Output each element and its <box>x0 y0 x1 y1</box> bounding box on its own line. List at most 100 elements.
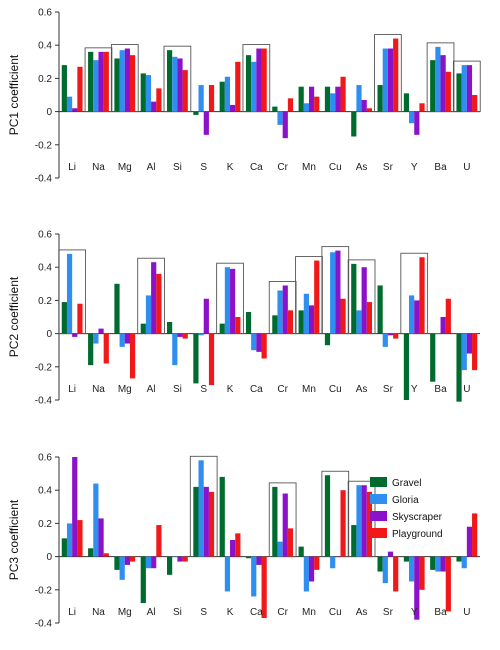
bar-gloria-al <box>145 75 152 112</box>
bar-gloria-mg <box>119 50 125 112</box>
bar-gloria-u <box>461 556 467 569</box>
bar-gloria-y <box>409 111 415 124</box>
bar-gravel-cu <box>324 333 331 346</box>
bar-skyscraper-li <box>72 333 78 337</box>
bar-gloria-sr <box>382 556 388 584</box>
y-tick-label: 0.6 <box>38 453 52 464</box>
legend-label-gravel: Gravel <box>392 478 421 489</box>
bar-gravel-ba <box>430 333 436 382</box>
bar-skyscraper-cr <box>282 285 288 334</box>
bar-playground-mg <box>129 556 136 562</box>
bar-skyscraper-cr <box>282 493 288 557</box>
x-tick-label: S <box>200 607 207 618</box>
x-tick-label: As <box>356 384 368 395</box>
x-tick-label: Li <box>68 607 76 618</box>
bar-gloria-cr <box>277 290 283 334</box>
bar-gravel-cu <box>324 475 331 557</box>
x-tick-label: K <box>227 162 234 173</box>
bar-playground-y <box>419 556 425 590</box>
bar-gloria-ca <box>251 333 257 351</box>
bar-gloria-ca <box>251 61 257 112</box>
bar-playground-s <box>208 85 215 112</box>
bar-playground-cr <box>287 310 294 334</box>
x-tick-label: Na <box>92 162 105 173</box>
bar-playground-na <box>103 553 109 557</box>
x-tick-label: Ba <box>434 384 447 395</box>
y-tick-label: 0 <box>46 329 52 340</box>
bar-playground-sr <box>393 38 399 112</box>
bar-playground-k <box>235 317 241 334</box>
bar-skyscraper-u <box>466 333 473 354</box>
bar-gloria-u <box>461 65 467 112</box>
bar-gloria-s <box>198 333 204 336</box>
bar-gravel-al <box>140 556 146 604</box>
bar-playground-li <box>77 303 83 334</box>
bar-gloria-mn <box>303 556 309 592</box>
bar-skyscraper-cr <box>282 111 288 139</box>
y-tick-label: -0.2 <box>35 140 53 151</box>
bar-playground-sr <box>393 556 399 592</box>
bar-playground-al <box>156 525 162 557</box>
bar-gloria-al <box>145 556 152 569</box>
bar-gloria-si <box>172 333 178 366</box>
bar-gloria-s <box>198 85 204 112</box>
x-tick-label: S <box>200 162 207 173</box>
bar-playground-s <box>208 333 215 386</box>
bar-playground-ca <box>261 556 267 619</box>
x-tick-label: Cr <box>277 162 288 173</box>
bar-gravel-mg <box>114 58 120 112</box>
bar-playground-y <box>419 257 425 334</box>
x-tick-label: Na <box>92 607 105 618</box>
x-tick-label: Al <box>147 162 156 173</box>
bar-playground-mg <box>129 55 136 112</box>
y-tick-label: 0.6 <box>38 230 52 241</box>
bar-gloria-mg <box>119 556 125 580</box>
legend-swatch-skyscraper <box>370 511 387 521</box>
legend-label-skyscraper: Skyscraper <box>392 512 443 523</box>
bar-skyscraper-mg <box>124 48 130 112</box>
bar-gloria-cu <box>330 252 336 334</box>
x-tick-label: Cu <box>329 607 342 618</box>
bar-playground-y <box>419 103 425 112</box>
x-tick-label: Mg <box>118 607 132 618</box>
x-tick-label: Y <box>411 162 418 173</box>
bar-gloria-k <box>224 556 231 592</box>
bar-skyscraper-al <box>151 101 157 112</box>
bar-playground-na <box>103 333 109 364</box>
y-tick-label: 0 <box>46 107 52 118</box>
y-axis-label: PC3 coefficient <box>7 499 21 580</box>
bar-gloria-si <box>172 56 178 112</box>
bar-playground-al <box>156 273 162 334</box>
bar-gloria-ca <box>251 556 257 597</box>
bar-playground-sr <box>393 333 399 339</box>
x-tick-label: Si <box>173 384 182 395</box>
bar-skyscraper-as <box>361 267 367 334</box>
y-tick-label: 0 <box>46 552 52 563</box>
bar-gloria-mn <box>303 103 309 112</box>
x-tick-label: Si <box>173 607 182 618</box>
bar-gravel-u <box>456 73 462 112</box>
bar-playground-u <box>472 95 478 112</box>
bar-gravel-s <box>193 111 199 115</box>
x-tick-label: Y <box>411 384 418 395</box>
bar-playground-cr <box>287 98 294 112</box>
x-tick-label: Sr <box>383 162 394 173</box>
bar-skyscraper-li <box>72 108 78 112</box>
bar-gloria-li <box>66 253 73 334</box>
bar-gravel-si <box>167 321 173 334</box>
bar-gravel-cr <box>272 106 278 112</box>
bar-gravel-na <box>88 51 94 112</box>
bar-skyscraper-si <box>177 556 183 562</box>
y-tick-label: -0.2 <box>35 585 53 596</box>
bar-gloria-as <box>356 85 362 112</box>
bar-gloria-ba <box>435 556 441 572</box>
x-tick-label: Ca <box>250 607 263 618</box>
bar-gravel-k <box>219 476 225 557</box>
x-tick-label: U <box>463 607 470 618</box>
bar-gloria-as <box>356 485 362 557</box>
legend: Gravel Gloria Skyscraper Playground <box>370 477 443 540</box>
legend-label-playground: Playground <box>392 529 443 540</box>
bar-gravel-y <box>403 93 410 112</box>
bar-gravel-mg <box>114 556 120 570</box>
